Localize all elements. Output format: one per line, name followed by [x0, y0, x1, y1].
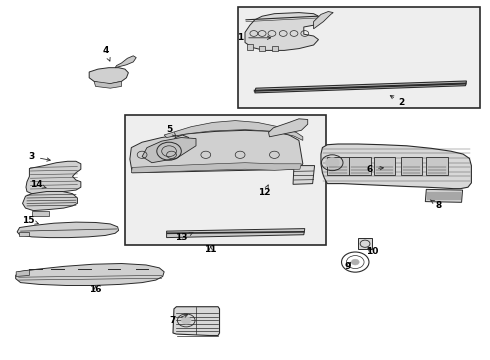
Polygon shape	[173, 307, 220, 336]
Bar	[401, 157, 422, 175]
Polygon shape	[89, 68, 128, 84]
Text: 13: 13	[175, 233, 193, 242]
Text: 16: 16	[89, 285, 102, 294]
Polygon shape	[255, 81, 466, 93]
Polygon shape	[131, 163, 301, 173]
Polygon shape	[26, 161, 81, 194]
Polygon shape	[247, 44, 253, 50]
Bar	[349, 157, 371, 175]
Bar	[125, 115, 326, 245]
Polygon shape	[293, 166, 315, 184]
Text: 10: 10	[366, 248, 379, 256]
Bar	[374, 157, 395, 175]
Text: 4: 4	[102, 46, 110, 61]
Text: 3: 3	[29, 152, 50, 161]
Circle shape	[325, 158, 339, 168]
Text: 1: 1	[237, 33, 270, 42]
Polygon shape	[272, 46, 278, 51]
Circle shape	[181, 317, 191, 324]
Text: 8: 8	[430, 200, 441, 210]
Text: 12: 12	[258, 185, 271, 197]
Text: 11: 11	[204, 245, 217, 253]
Text: 2: 2	[390, 95, 405, 107]
Polygon shape	[425, 189, 463, 202]
Polygon shape	[259, 46, 265, 51]
Text: 14: 14	[30, 180, 46, 189]
Bar	[327, 157, 349, 175]
Bar	[426, 157, 448, 175]
Bar	[358, 238, 372, 249]
Polygon shape	[32, 211, 49, 216]
Polygon shape	[245, 13, 318, 50]
Polygon shape	[115, 56, 136, 68]
Text: 15: 15	[22, 216, 38, 225]
Polygon shape	[142, 138, 196, 163]
Polygon shape	[94, 81, 122, 88]
Text: 6: 6	[367, 165, 383, 174]
Text: 9: 9	[344, 262, 351, 271]
Text: 7: 7	[169, 314, 188, 325]
Polygon shape	[167, 229, 305, 238]
Polygon shape	[269, 119, 308, 137]
Polygon shape	[16, 270, 29, 276]
Polygon shape	[314, 12, 333, 29]
Polygon shape	[19, 232, 29, 236]
Polygon shape	[17, 222, 119, 238]
Text: 5: 5	[166, 125, 176, 136]
Polygon shape	[164, 121, 303, 140]
Polygon shape	[321, 144, 471, 189]
Polygon shape	[171, 135, 189, 147]
Polygon shape	[130, 130, 303, 173]
Circle shape	[351, 259, 359, 265]
Polygon shape	[16, 264, 164, 285]
Bar	[238, 7, 480, 108]
Polygon shape	[23, 192, 77, 211]
